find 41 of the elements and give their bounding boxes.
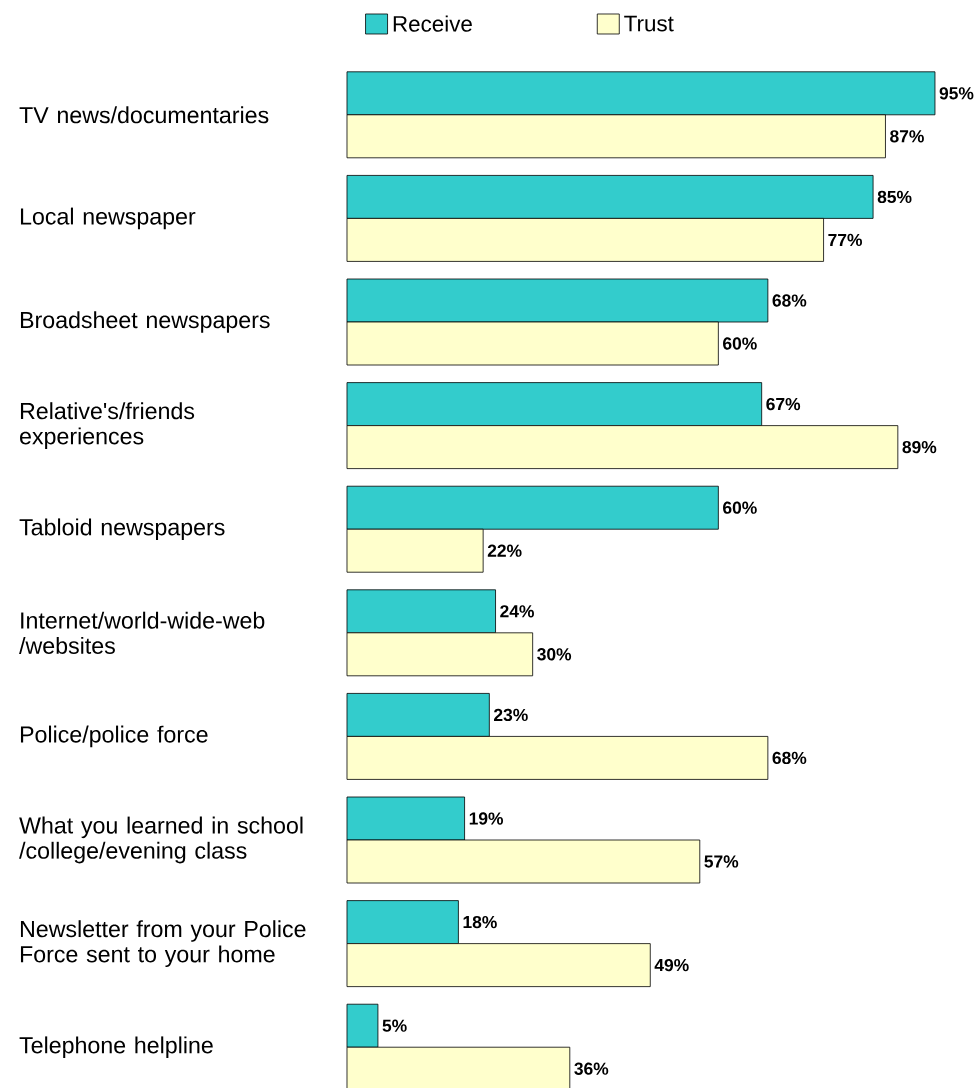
- y-tick-label: Relative's/friends experiences: [20, 402, 195, 450]
- y-tick-label: Telephone helpline: [19, 1036, 213, 1059]
- y-tick-label: Newsletter from your Police Force sent to your home: [20, 920, 306, 968]
- data-label: 22%: [487, 544, 522, 557]
- bar: [346, 632, 534, 677]
- y-tick-label: Tabloid newspapers: [19, 518, 225, 541]
- y-tick-label: Police/police force: [20, 725, 208, 748]
- bar: [346, 528, 484, 573]
- data-label: 77%: [828, 233, 862, 247]
- bar: [346, 736, 769, 780]
- bar: [346, 218, 824, 262]
- data-label: 89%: [902, 440, 937, 454]
- y-tick-label: Broadsheet newspapers: [20, 311, 270, 333]
- bar: [346, 321, 719, 366]
- data-label: 19%: [469, 812, 504, 825]
- data-label: 57%: [704, 855, 739, 868]
- y-tick-label: What you learned in school /college/evening class: [19, 816, 303, 864]
- data-label: 36%: [574, 1062, 609, 1075]
- bar: [346, 425, 899, 470]
- y-tick-label: TV news/documentaries: [19, 106, 269, 124]
- data-label: 85%: [877, 190, 912, 204]
- bar: [346, 839, 701, 884]
- data-label: 68%: [772, 294, 807, 307]
- data-label: 60%: [723, 337, 757, 350]
- data-label: 49%: [654, 958, 689, 972]
- bar: [346, 943, 651, 988]
- legend-label: Trust: [624, 15, 674, 32]
- data-label: 95%: [939, 87, 974, 100]
- data-label: 67%: [766, 397, 801, 411]
- data-label: 18%: [463, 915, 497, 929]
- data-label: 60%: [723, 501, 757, 514]
- data-label: 68%: [772, 751, 807, 765]
- data-label: 24%: [500, 605, 534, 618]
- y-tick-label: Local newspaper: [20, 207, 196, 230]
- data-label: 30%: [537, 648, 572, 661]
- bar: [346, 114, 886, 159]
- data-label: 5%: [382, 1019, 407, 1032]
- data-label: 23%: [494, 708, 528, 722]
- y-tick-label: Internet/world-wide-web /websites: [19, 611, 265, 654]
- legend-label: Receive: [393, 15, 472, 32]
- data-label: 87%: [890, 130, 924, 143]
